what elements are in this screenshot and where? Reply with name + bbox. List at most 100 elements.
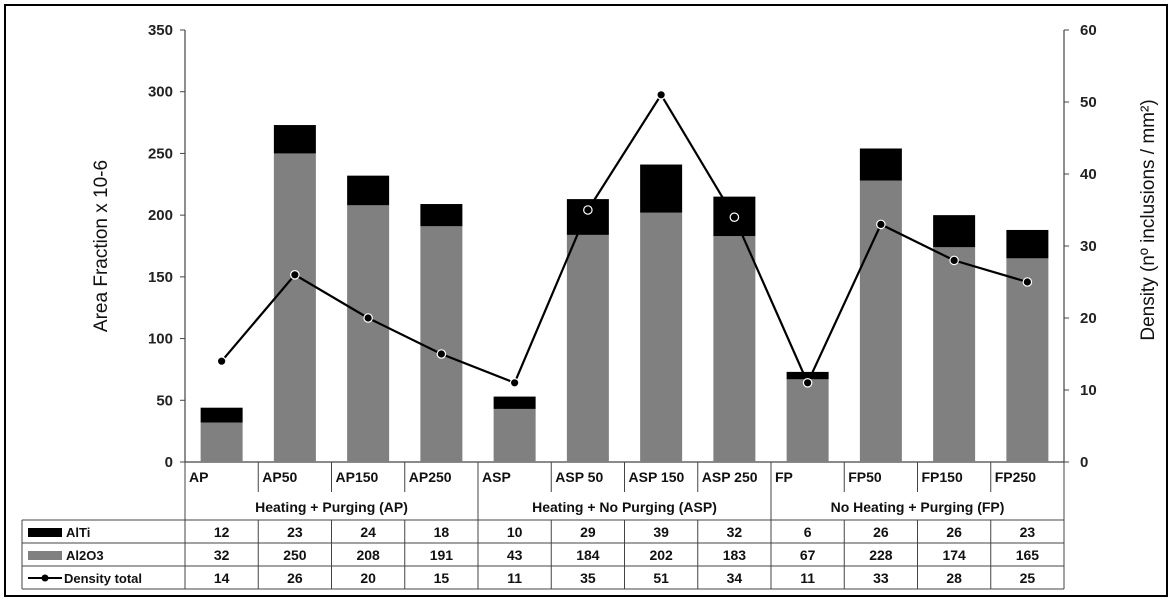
- density-point: [949, 255, 959, 266]
- right-tick-label: 20: [1080, 310, 1097, 327]
- bar-al2o3: [566, 234, 609, 462]
- category-label: AP50: [262, 469, 297, 485]
- table-row-label: AlTi: [66, 525, 90, 540]
- table-cell-value: 6: [804, 524, 812, 540]
- density-point: [363, 313, 373, 323]
- bar-alti: [273, 125, 316, 154]
- category-label: ASP: [482, 469, 511, 485]
- density-point: [436, 349, 447, 359]
- right-tick-label: 30: [1080, 238, 1097, 255]
- table-cell-value: 34: [727, 570, 743, 586]
- density-point: [1022, 277, 1033, 287]
- table-cell-value: 11: [800, 570, 815, 586]
- right-tick-label: 60: [1080, 22, 1097, 39]
- table-cell-value: 14: [214, 570, 230, 586]
- table-cell-value: 184: [576, 547, 600, 563]
- left-tick-label: 0: [165, 454, 173, 471]
- left-tick-label: 100: [148, 331, 173, 348]
- table-cell-value: 165: [1016, 547, 1040, 563]
- bar-al2o3: [420, 226, 463, 462]
- table-cell-value: 15: [434, 570, 450, 586]
- bar-al2o3: [493, 408, 536, 462]
- table-cell-value: 32: [214, 547, 230, 563]
- bar-alti: [1006, 229, 1049, 259]
- right-tick-label: 50: [1080, 94, 1097, 111]
- table-cell-value: 43: [507, 547, 523, 563]
- density-point: [729, 212, 740, 222]
- density-point: [802, 377, 813, 388]
- table-cell-value: 10: [507, 524, 523, 540]
- density-point: [656, 90, 666, 100]
- bar-al2o3: [713, 236, 756, 462]
- table-cell-value: 12: [214, 524, 230, 540]
- bar-alti: [200, 407, 243, 423]
- table-cell-value: 202: [649, 547, 673, 563]
- bar-al2o3: [640, 212, 683, 462]
- table-cell-value: 183: [723, 547, 747, 563]
- density-point: [583, 205, 593, 215]
- legend-key-density-point: [41, 574, 49, 582]
- table-cell-value: 26: [873, 524, 889, 540]
- category-label: AP150: [336, 469, 379, 485]
- right-tick-label: 0: [1080, 454, 1088, 471]
- table-cell-value: 208: [356, 547, 380, 563]
- density-point: [876, 219, 886, 230]
- density-point: [290, 269, 300, 280]
- table-cell-value: 35: [580, 570, 596, 586]
- legend-key-al2o3: [28, 551, 62, 560]
- bar-al2o3: [200, 422, 243, 462]
- bar-al2o3: [933, 247, 976, 462]
- table-cell-value: 11: [507, 570, 522, 586]
- bar-al2o3: [273, 153, 316, 462]
- right-axis-label: Density (nº inclusions / mm²): [1138, 99, 1159, 340]
- table-cell-value: 228: [869, 547, 893, 563]
- table-cell-value: 26: [287, 570, 303, 586]
- left-tick-label: 350: [148, 22, 173, 39]
- table-cell-value: 18: [434, 524, 450, 540]
- category-label: AP: [189, 469, 208, 485]
- category-label: ASP 150: [629, 469, 685, 485]
- table-cell-value: 25: [1020, 570, 1036, 586]
- bar-alti: [933, 215, 976, 248]
- bar-alti: [493, 396, 536, 409]
- left-tick-label: 200: [148, 207, 173, 224]
- table-cell-value: 191: [430, 547, 454, 563]
- table-cell-value: 39: [653, 524, 669, 540]
- table-row-label: Al2O3: [66, 548, 104, 563]
- table-cell-value: 23: [1020, 524, 1036, 540]
- group-label: No Heating + Purging (FP): [831, 499, 1005, 515]
- table-cell-value: 174: [942, 547, 966, 563]
- category-label: ASP 250: [702, 469, 758, 485]
- table-cell-value: 51: [653, 570, 669, 586]
- bar-alti: [347, 175, 390, 206]
- legend-key-alti: [28, 528, 62, 537]
- bar-al2o3: [1006, 258, 1049, 462]
- right-tick-label: 40: [1080, 166, 1097, 183]
- table-cell-value: 33: [873, 570, 889, 586]
- bar-al2o3: [786, 379, 829, 462]
- left-axis-label: Area Fraction x 10-6: [91, 160, 112, 332]
- bar-alti: [640, 164, 683, 213]
- category-label: AP250: [409, 469, 452, 485]
- right-tick-label: 10: [1080, 382, 1097, 399]
- table-cell-value: 23: [287, 524, 303, 540]
- table-cell-value: 24: [360, 524, 376, 540]
- density-point: [509, 377, 520, 388]
- bar-alti: [566, 199, 609, 235]
- category-label: FP50: [848, 469, 882, 485]
- table-cell-value: 26: [946, 524, 962, 540]
- bar-al2o3: [347, 205, 390, 463]
- category-label: FP250: [995, 469, 1036, 485]
- table-cell-value: 67: [800, 547, 816, 563]
- left-tick-label: 150: [148, 269, 173, 286]
- left-tick-label: 300: [148, 84, 173, 101]
- group-label: Heating + No Purging (ASP): [532, 499, 717, 515]
- table-cell-value: 20: [360, 570, 376, 586]
- category-label: FP150: [922, 469, 963, 485]
- group-label: Heating + Purging (AP): [255, 499, 408, 515]
- table-cell-value: 250: [283, 547, 307, 563]
- left-tick-label: 250: [148, 145, 173, 162]
- bar-alti: [859, 148, 902, 181]
- bar-alti: [420, 204, 463, 227]
